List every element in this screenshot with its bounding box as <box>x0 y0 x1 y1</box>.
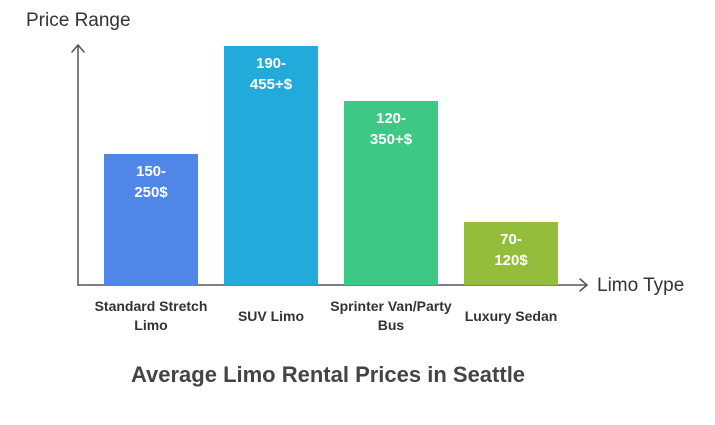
bar <box>344 101 438 285</box>
value-label: 190- 455+$ <box>249 55 293 93</box>
chart-title: Average Limo Rental Prices in Seattle <box>130 362 526 387</box>
value-label: 150- 250$ <box>134 162 168 201</box>
bar <box>104 153 198 285</box>
x-tick-label: Luxury Sedan <box>464 308 558 324</box>
y-axis-arrow <box>71 44 85 53</box>
value-label: 70- 120$ <box>494 230 528 269</box>
y-axis-title: Price Range <box>26 10 131 31</box>
value-label: 120- 350+$ <box>369 110 413 149</box>
x-tick-label: Standard Stretch Limo <box>94 298 208 333</box>
x-axis-arrow <box>579 278 588 292</box>
x-tick-label: Sprinter Van/Party Bus <box>330 298 452 333</box>
bar <box>224 46 318 285</box>
x-tick-label: SUV Limo <box>237 308 305 324</box>
x-axis-title: Limo Type <box>597 275 685 296</box>
bar <box>464 221 558 285</box>
